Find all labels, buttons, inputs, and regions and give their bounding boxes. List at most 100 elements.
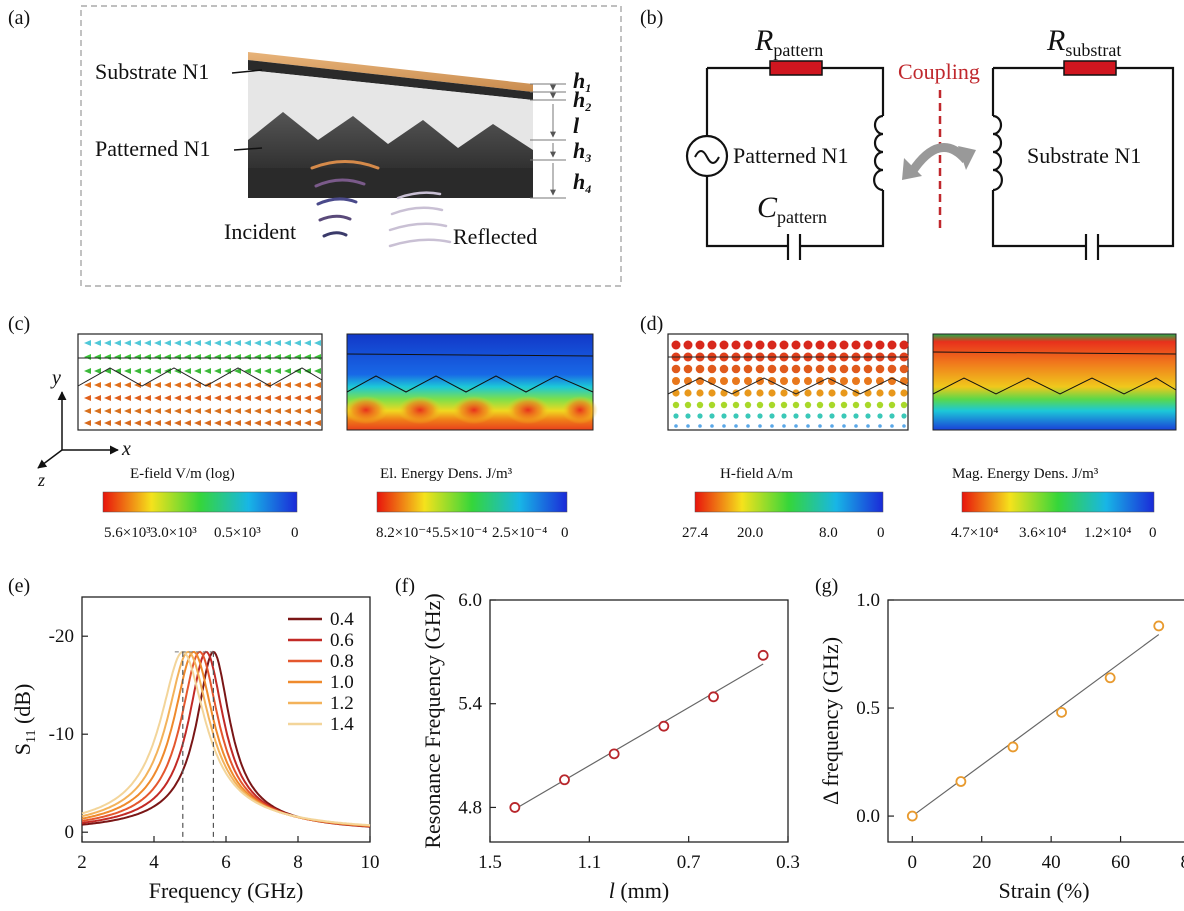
e-field-arrow	[284, 382, 291, 388]
e-field-arrows	[84, 340, 321, 426]
chart-f-ytick-label: 5.4	[458, 694, 482, 715]
e-field-arrow	[314, 420, 321, 426]
e-field-arrow	[84, 408, 91, 414]
e-field-arrow	[214, 340, 221, 346]
e-field-arrow	[274, 420, 281, 426]
e-field-arrow	[264, 368, 271, 374]
e-field-arrow	[104, 340, 111, 346]
h-field-dot	[696, 401, 704, 409]
e-field-arrow	[244, 395, 251, 401]
h-field-dot	[803, 364, 813, 374]
h-field-dot	[767, 340, 777, 350]
e-field-arrow	[294, 340, 301, 346]
e-field-arrow	[244, 420, 251, 426]
chart-f-xtick-label: 1.5	[478, 852, 502, 873]
axis-x-label: x	[121, 438, 131, 460]
h-field-dot	[791, 364, 801, 374]
chart-f-ytick-label: 4.8	[458, 797, 482, 818]
e-field-arrow	[144, 420, 151, 426]
panel-a-label: (a)	[8, 7, 30, 29]
chart-e-xtick-label: 6	[221, 852, 231, 873]
e-field-arrow	[164, 382, 171, 388]
chart-g-xtick-label: 20	[972, 852, 991, 873]
h-field-dot	[757, 413, 763, 419]
h-field-dot	[779, 364, 789, 374]
e-field-arrow	[214, 395, 221, 401]
e-field-arrow	[194, 420, 201, 426]
chart-g-xtick-label: 0	[908, 852, 918, 873]
h-field-dot	[734, 424, 738, 428]
e-field-arrow	[194, 382, 201, 388]
e-field-arrow	[224, 340, 231, 346]
chart-f-fit-line	[514, 663, 764, 810]
h-field-dot	[887, 364, 897, 374]
chart-f-ytick-label: 6.0	[458, 590, 482, 611]
e-field-arrow	[94, 340, 101, 346]
chart-g-point	[955, 776, 967, 787]
e-field-arrow	[124, 368, 131, 374]
panel-d-label: (d)	[640, 313, 663, 335]
chart-f-xtick-label: 0.7	[677, 852, 701, 873]
h-field-dot	[672, 401, 680, 409]
h-field-dot	[733, 413, 739, 419]
h-field-dot	[816, 401, 824, 409]
h-field-dot	[827, 364, 837, 374]
h-field-colorbar-title: H-field A/m	[720, 466, 793, 482]
incident-label: Incident	[224, 219, 296, 244]
chart-f-point	[559, 774, 570, 786]
h-field-dot	[792, 377, 800, 385]
h-field-dot	[745, 413, 751, 419]
e-field-arrow	[274, 395, 281, 401]
chart-g-frame	[887, 599, 1184, 843]
e-field-arrow	[134, 395, 141, 401]
h-field-dot	[851, 340, 861, 350]
e-field-arrow	[164, 420, 171, 426]
h-field-dot	[816, 389, 824, 397]
h-field-tick-1: 20.0	[737, 525, 763, 541]
chart-g-ylabel: Δ frequency (GHz)	[818, 637, 843, 805]
h-field-dot	[876, 401, 884, 409]
h-field-dot	[707, 364, 717, 374]
h-field-dot	[888, 389, 896, 397]
e-field-arrow	[304, 340, 311, 346]
h-field-dot	[863, 340, 873, 350]
h-field-dot	[686, 424, 690, 428]
h-field-dot	[744, 389, 752, 397]
chart-e-ytick-label: -10	[49, 724, 74, 745]
h-field-dot	[770, 424, 774, 428]
e-field-arrow	[254, 382, 261, 388]
chart-g-xlabel: Strain (%)	[998, 878, 1089, 903]
e-field-colorbar-title: E-field V/m (log)	[130, 466, 235, 482]
h-field-dot	[815, 364, 825, 374]
e-field-arrow	[94, 420, 101, 426]
el-energy-colorbar-title: El. Energy Dens. J/m³	[380, 466, 513, 482]
e-field-arrow	[284, 368, 291, 374]
h-field-dot	[866, 424, 870, 428]
chart-g-point	[1007, 741, 1019, 753]
e-field-arrow	[314, 395, 321, 401]
e-field-arrow	[204, 408, 211, 414]
h-field-dot	[900, 401, 908, 409]
chart-e-legend-label: 1.2	[330, 693, 354, 714]
reflected-label: Reflected	[453, 224, 537, 249]
e-field-arrow	[174, 382, 181, 388]
e-field-arrow	[104, 368, 111, 374]
chart-e-series-1.4	[81, 650, 371, 827]
e-field-arrow	[194, 408, 201, 414]
coupling-arrow-icon	[902, 143, 976, 180]
h-field-dot	[697, 413, 703, 419]
h-field-dot	[721, 413, 727, 419]
chart-g-xtick-label: 60	[1111, 852, 1130, 873]
e-field-arrow	[154, 420, 161, 426]
h-field-dot	[878, 424, 882, 428]
e-field-arrow	[174, 340, 181, 346]
panel-e-label: (e)	[8, 575, 30, 597]
e-field-arrow	[184, 420, 191, 426]
h-field-dot	[889, 413, 895, 419]
h-field-dot	[854, 424, 858, 428]
h-field-dot	[722, 424, 726, 428]
h-field-dot	[828, 389, 836, 397]
e-field-arrow	[174, 368, 181, 374]
dim-l: l	[573, 113, 580, 138]
